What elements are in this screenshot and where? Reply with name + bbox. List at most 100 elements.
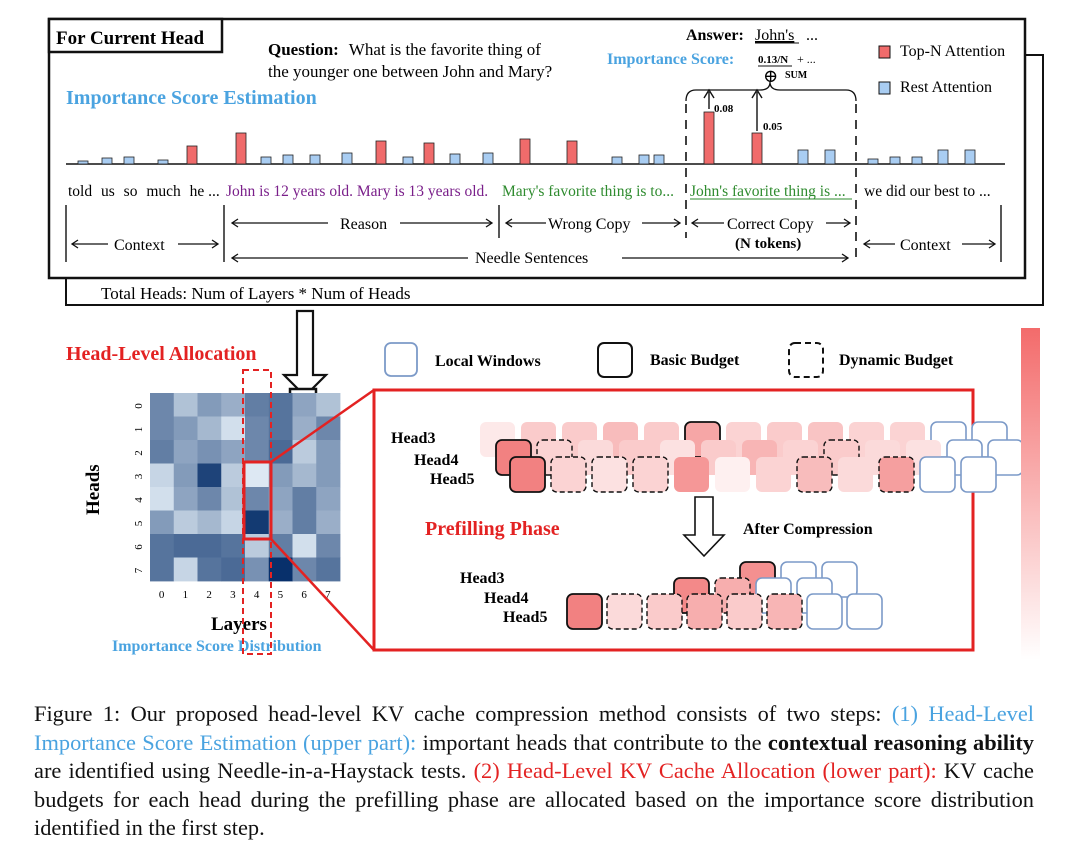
rest-bar-3 [123, 156, 135, 165]
heatmap-cell-3-0 [150, 463, 175, 488]
heatmap-cell-4-3 [221, 487, 246, 511]
heatmap-cell-6-0 [150, 534, 175, 558]
heatmap-cell-5-3 [221, 510, 246, 535]
bottom-head5-block-8 [846, 593, 883, 630]
heatmap-cell-6-2 [197, 534, 222, 558]
heatmap-cell-5-0 [150, 510, 175, 535]
current-head-tag [47, 17, 224, 54]
heatmap-cell-2-3 [221, 440, 246, 464]
bottom-head5-block-1 [566, 593, 603, 630]
rest-bar-4 [157, 159, 169, 165]
importance-score-label: Importance Score: [607, 51, 734, 68]
reason-span [230, 218, 494, 228]
top-n-bar-16 [519, 138, 531, 165]
top-n-bar-11 [375, 140, 387, 165]
heatmap-cell-1-5 [268, 416, 293, 441]
heatmap-cell-2-4 [245, 440, 270, 464]
svg-text:told us so m: told us so much he ... [68, 183, 220, 200]
rest-bar-25 [867, 158, 879, 165]
heatmap-cell-0-5 [268, 393, 293, 417]
top-head5-block-10 [878, 456, 915, 493]
legend-top-n-label: Top-N Attention [900, 43, 1005, 60]
needle-span [230, 253, 850, 263]
heatmap-cell-4-1 [173, 487, 198, 511]
rest-bar-15 [482, 152, 494, 165]
heatmap-cell-6-1 [173, 534, 198, 558]
caption-step1-text-a: important heads that contribute to the [422, 729, 762, 755]
heatmap-ticks: 0 1 2 3 4 5 6 7 0 1 2 3 4 5 6 7 [133, 403, 331, 601]
heads-axis-label: Heads [83, 464, 104, 515]
rest-bar-14 [449, 153, 461, 165]
heatmap-cell-1-7 [316, 416, 341, 441]
total-heads-label: Total Heads: Num of Layers * Num of Head… [101, 284, 410, 303]
col-tick-6: 6 [301, 589, 307, 601]
legend-basic-budget-icon [597, 342, 633, 378]
col-tick-4: 4 [254, 589, 260, 601]
heatmap-cell-2-1 [173, 440, 198, 464]
figure-caption: Figure 1: Our proposed head-level KV cac… [34, 700, 1034, 843]
importance-estimation-panel: For Current Head Question: What is the f… [47, 17, 1044, 306]
caption-step1-label: (1) Head-Level Importance Score Estimati… [34, 701, 1035, 755]
score-tail: + ... [797, 52, 816, 66]
top-head5-block-7 [756, 457, 791, 492]
distribution-label: Importance Score Distribution [112, 638, 322, 655]
legend-dynamic-budget-label: Dynamic Budget [839, 352, 954, 369]
heatmap-cell-5-7 [316, 510, 341, 535]
heatmap-cell-1-6 [292, 416, 317, 441]
heatmap-cell-4-7 [316, 487, 341, 511]
col-tick-5: 5 [278, 589, 284, 601]
selected-heads-box [242, 460, 273, 541]
rest-bar-28 [937, 149, 949, 165]
correct-copy-span [690, 218, 852, 228]
top-n-bar-21 [703, 111, 715, 165]
answer-ellipsis: ... [806, 27, 818, 44]
score-term: 0.13/N [758, 54, 788, 66]
top-head5-block-5 [674, 457, 709, 492]
bottom-head5-block-3 [646, 593, 683, 630]
rest-bar-12 [402, 156, 414, 165]
rest-bar-20 [653, 154, 665, 165]
reason-sentence: John is 12 years old. Mary is 13 years o… [226, 183, 488, 200]
prefill-cache-blocks [480, 421, 1024, 493]
heatmap-cell-3-5 [268, 463, 293, 488]
heatmap-cell-2-6 [292, 440, 317, 464]
layers-axis-label: Layers [211, 614, 267, 635]
top-head5-block-3 [591, 456, 628, 493]
col-tick-0: 0 [159, 589, 165, 601]
heatmap-cell-7-3 [221, 557, 246, 582]
top-n-bar-5 [186, 145, 198, 165]
top-n-bar-22 [751, 132, 763, 165]
heatmap-cell-1-4 [245, 416, 270, 441]
top-head5-block-11 [919, 456, 956, 493]
question-label: Question: [268, 40, 339, 59]
rest-bar-9 [309, 154, 321, 165]
figure-canvas: For Current Head Question: What is the f… [47, 17, 1044, 660]
top-n-bar-17 [566, 140, 578, 165]
bottom-head5-block-4 [686, 593, 723, 630]
top-n-bar-6 [235, 132, 247, 165]
context-word-5: he ... [190, 183, 220, 200]
col-tick-3: 3 [230, 589, 236, 601]
rest-bar-27 [911, 156, 923, 165]
heatmap-cell-6-6 [292, 534, 317, 558]
bar-value-2: 0.05 [763, 121, 783, 133]
heatmap-cell-5-4 [245, 510, 270, 535]
col-tick-2: 2 [206, 589, 212, 601]
context-right-span [862, 239, 997, 249]
current-head-label: For Current Head [56, 28, 205, 49]
heatmap-cell-6-3 [221, 534, 246, 558]
heatmap-cell-5-2 [197, 510, 222, 535]
caption-step2-text: KV cache budgets for each head during th… [34, 758, 1034, 840]
caption-step1-bold: contextual reasoning ability [767, 729, 1034, 755]
row-tick-0: 0 [133, 403, 145, 409]
heatmap-cell-3-3 [221, 463, 246, 488]
heatmap-cell-7-0 [150, 557, 175, 582]
heatmap-cell-7-6 [292, 557, 317, 582]
rest-bar-23 [797, 149, 809, 165]
legend-local-window-icon [384, 342, 418, 377]
allocation-title: Head-Level Allocation [66, 343, 257, 365]
heatmap-cell-4-6 [292, 487, 317, 511]
correct-copy-sentence: John's favorite thing is ... [690, 183, 846, 200]
rest-bar-1 [77, 160, 89, 165]
down-arrow-icon [281, 309, 329, 398]
